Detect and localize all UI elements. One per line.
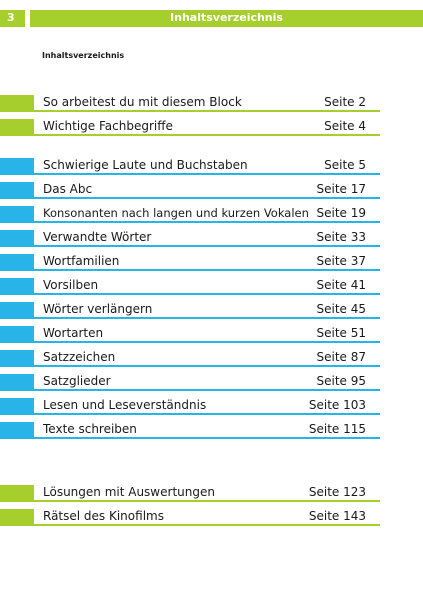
entry-color-bar: [0, 398, 34, 413]
entry-page: Seite 45: [316, 302, 366, 316]
entry-underline: [0, 437, 380, 439]
entry-underline: [0, 389, 380, 391]
entry-label: Rätsel des Kinofilms: [43, 509, 164, 523]
entry-underline: [0, 341, 380, 343]
entry-underline: [0, 110, 380, 112]
page-title: Inhaltsverzeichnis: [170, 11, 283, 24]
toc-entry: Wortarten Seite 51: [0, 326, 380, 350]
title-bar: Inhaltsverzeichnis: [30, 10, 423, 27]
toc-entry: Wichtige Fachbegriffe Seite 4: [0, 119, 380, 143]
toc-entry: Lesen und Leseverständnis Seite 103: [0, 398, 380, 422]
entry-color-bar: [0, 230, 34, 245]
toc-entry: Wörter verlängern Seite 45: [0, 302, 380, 326]
entry-underline: [0, 245, 380, 247]
toc-entry: Satzglieder Seite 95: [0, 374, 380, 398]
entry-label: Schwierige Laute und Buchstaben: [43, 158, 248, 172]
entry-color-bar: [0, 485, 34, 500]
entry-page: Seite 19: [316, 206, 366, 220]
page-number: 3: [7, 11, 15, 24]
entry-underline: [0, 134, 380, 136]
entry-underline: [0, 221, 380, 223]
toc-entry: Das Abc Seite 17: [0, 182, 380, 206]
page-header: 3 Inhaltsverzeichnis: [0, 10, 423, 27]
entry-underline: [0, 173, 380, 175]
entry-page: Seite 17: [316, 182, 366, 196]
entry-underline: [0, 317, 380, 319]
entry-page: Seite 143: [308, 509, 366, 523]
toc-entry: So arbeitest du mit diesem Block Seite 2: [0, 95, 380, 119]
entry-color-bar: [0, 182, 34, 197]
toc-entry: Wortfamilien Seite 37: [0, 254, 380, 278]
toc-entry: Vorsilben Seite 41: [0, 278, 380, 302]
toc-entry: Rätsel des Kinofilms Seite 143: [0, 509, 380, 533]
entry-label: Verwandte Wörter: [43, 230, 152, 244]
entry-page: Seite 51: [316, 326, 366, 340]
entry-label: So arbeitest du mit diesem Block: [43, 95, 242, 109]
toc-entry: Verwandte Wörter Seite 33: [0, 230, 380, 254]
toc-entry: Schwierige Laute und Buchstaben Seite 5: [0, 158, 380, 182]
entry-color-bar: [0, 278, 34, 293]
toc-entry: Satzzeichen Seite 87: [0, 350, 380, 374]
entry-page: Seite 33: [316, 230, 366, 244]
entry-label: Satzzeichen: [43, 350, 116, 364]
entry-page: Seite 87: [316, 350, 366, 364]
page-number-box: 3: [0, 10, 25, 27]
entry-color-bar: [0, 206, 34, 221]
entry-underline: [0, 500, 380, 502]
entry-underline: [0, 524, 380, 526]
entry-color-bar: [0, 326, 34, 341]
entry-color-bar: [0, 158, 34, 173]
entry-underline: [0, 293, 380, 295]
entry-underline: [0, 197, 380, 199]
entry-label: Wortarten: [43, 326, 104, 340]
entry-color-bar: [0, 302, 34, 317]
entry-label: Konsonanten nach langen und kurzen Vokal…: [43, 206, 309, 220]
entry-underline: [0, 365, 380, 367]
entry-color-bar: [0, 119, 34, 134]
entry-color-bar: [0, 95, 34, 110]
entry-page: Seite 5: [324, 158, 366, 172]
entry-label: Lösungen mit Auswertungen: [43, 485, 215, 499]
entry-page: Seite 103: [308, 398, 366, 412]
entry-page: Seite 95: [316, 374, 366, 388]
entry-page: Seite 2: [324, 95, 366, 109]
toc-entry: Konsonanten nach langen und kurzen Vokal…: [0, 206, 380, 230]
entry-label: Lesen und Leseverständnis: [43, 398, 207, 412]
entry-page: Seite 4: [324, 119, 366, 133]
entry-color-bar: [0, 509, 34, 524]
entry-label: Texte schreiben: [43, 422, 137, 436]
section-subtitle: Inhaltsverzeichnis: [42, 51, 125, 60]
entry-color-bar: [0, 254, 34, 269]
entry-color-bar: [0, 374, 34, 389]
entry-page: Seite 37: [316, 254, 366, 268]
entry-label: Das Abc: [43, 182, 93, 196]
toc-entry: Texte schreiben Seite 115: [0, 422, 380, 446]
toc-entry: Lösungen mit Auswertungen Seite 123: [0, 485, 380, 509]
entry-label: Wichtige Fachbegriffe: [43, 119, 173, 133]
entry-label: Wörter verlängern: [43, 302, 153, 316]
entry-page: Seite 123: [308, 485, 366, 499]
entry-page: Seite 115: [308, 422, 366, 436]
entry-color-bar: [0, 422, 34, 437]
entry-label: Wortfamilien: [43, 254, 120, 268]
entry-underline: [0, 413, 380, 415]
entry-page: Seite 41: [316, 278, 366, 292]
entry-label: Satzglieder: [43, 374, 111, 388]
entry-color-bar: [0, 350, 34, 365]
entry-underline: [0, 269, 380, 271]
entry-label: Vorsilben: [43, 278, 99, 292]
